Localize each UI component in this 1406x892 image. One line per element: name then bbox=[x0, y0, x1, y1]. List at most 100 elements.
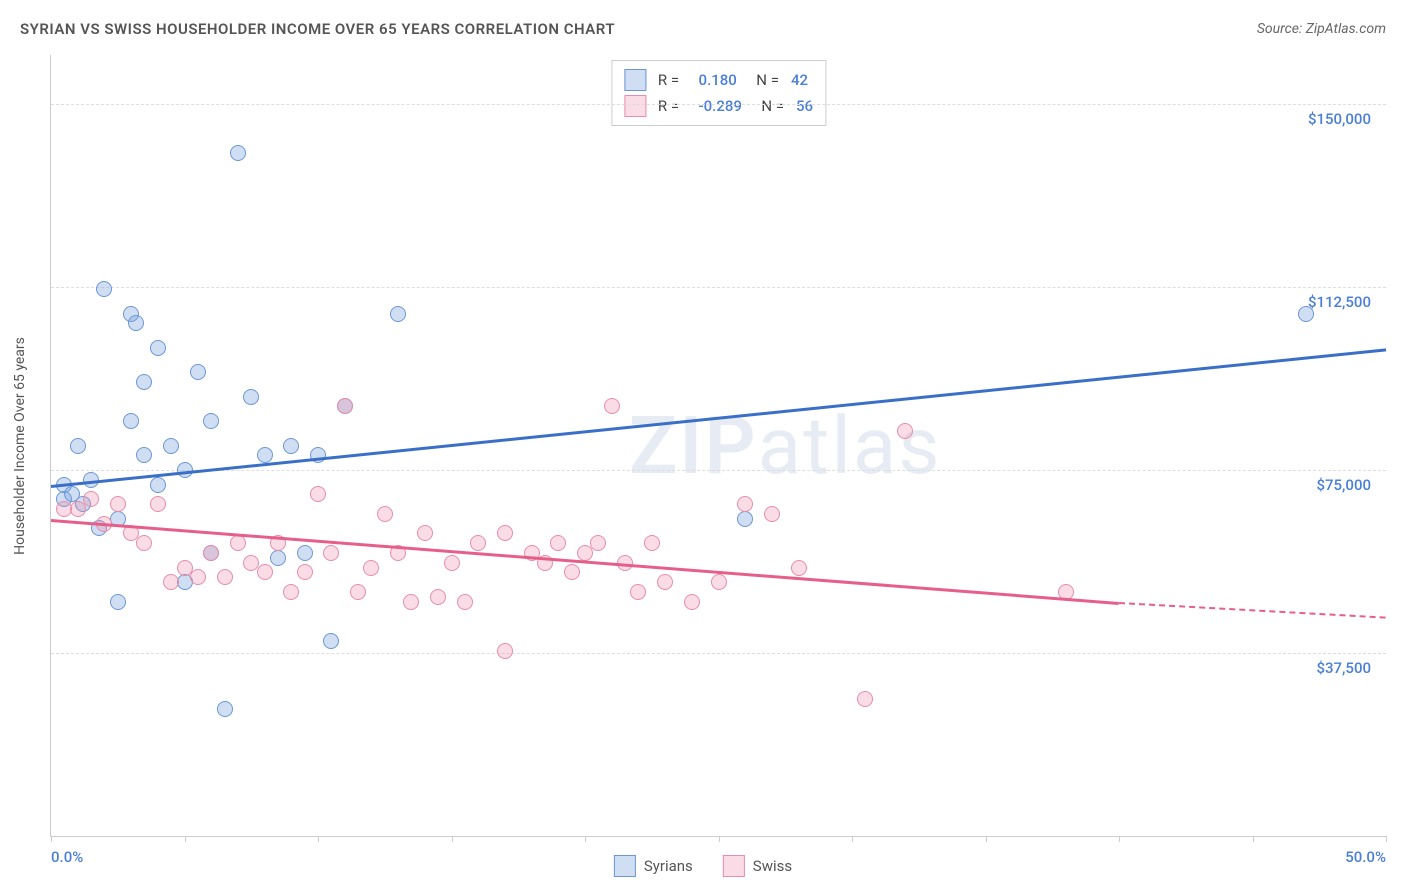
gridline bbox=[51, 287, 1386, 288]
data-point bbox=[430, 589, 446, 605]
y-tick-label: $112,500 bbox=[1308, 293, 1371, 311]
x-tick bbox=[719, 836, 720, 842]
source-text: Source: ZipAtlas.com bbox=[1257, 21, 1386, 37]
y-tick-label: $75,000 bbox=[1316, 476, 1371, 494]
x-tick bbox=[852, 836, 853, 842]
swatch-icon bbox=[624, 95, 646, 117]
stat-n-label: N = bbox=[754, 97, 784, 115]
x-tick bbox=[986, 836, 987, 842]
gridline bbox=[51, 470, 1386, 471]
data-point bbox=[217, 701, 233, 717]
data-point bbox=[123, 413, 139, 429]
x-tick bbox=[1253, 836, 1254, 842]
data-point bbox=[257, 564, 273, 580]
data-point bbox=[190, 569, 206, 585]
stat-r-value: -0.289 bbox=[699, 97, 742, 115]
x-tick bbox=[452, 836, 453, 842]
data-point bbox=[203, 545, 219, 561]
data-point bbox=[163, 438, 179, 454]
swatch-icon bbox=[723, 855, 745, 877]
data-point bbox=[457, 594, 473, 610]
x-tick bbox=[1119, 836, 1120, 842]
data-point bbox=[83, 491, 99, 507]
data-point bbox=[737, 496, 753, 512]
stat-r-value: 0.180 bbox=[699, 71, 737, 89]
trend-line-dashed bbox=[1119, 602, 1386, 619]
stat-n-value: 56 bbox=[796, 97, 813, 115]
x-tick-label: 50.0% bbox=[1345, 848, 1386, 866]
data-point bbox=[243, 389, 259, 405]
data-point bbox=[190, 364, 206, 380]
data-point bbox=[230, 535, 246, 551]
data-point bbox=[136, 447, 152, 463]
chart-title: SYRIAN VS SWISS HOUSEHOLDER INCOME OVER … bbox=[20, 20, 615, 38]
data-point bbox=[257, 447, 273, 463]
swatch-icon bbox=[614, 855, 636, 877]
data-point bbox=[283, 438, 299, 454]
data-point bbox=[350, 584, 366, 600]
x-tick bbox=[185, 836, 186, 842]
stat-n-value: 42 bbox=[791, 71, 808, 89]
data-point bbox=[217, 569, 233, 585]
data-point bbox=[150, 496, 166, 512]
trend-line bbox=[51, 348, 1386, 487]
gridline bbox=[51, 104, 1386, 105]
stat-n-label: N = bbox=[749, 71, 779, 89]
data-point bbox=[470, 535, 486, 551]
data-point bbox=[630, 584, 646, 600]
data-point bbox=[644, 535, 660, 551]
data-point bbox=[791, 560, 807, 576]
x-tick bbox=[51, 836, 52, 842]
legend-label: Swiss bbox=[753, 857, 792, 875]
data-point bbox=[283, 584, 299, 600]
data-point bbox=[136, 374, 152, 390]
stat-r-label: R = bbox=[658, 71, 687, 89]
stat-r-label: R = bbox=[658, 97, 687, 115]
data-point bbox=[657, 574, 673, 590]
data-point bbox=[323, 633, 339, 649]
data-point bbox=[1298, 306, 1314, 322]
x-tick bbox=[1386, 836, 1387, 842]
data-point bbox=[684, 594, 700, 610]
watermark: ZIPatlas bbox=[629, 399, 942, 493]
data-point bbox=[297, 545, 313, 561]
data-point bbox=[297, 564, 313, 580]
y-tick-label: $150,000 bbox=[1308, 110, 1371, 128]
stats-row: R = 0.180 N = 42 bbox=[624, 67, 813, 93]
stats-row: R = -0.289 N = 56 bbox=[624, 93, 813, 119]
data-point bbox=[110, 594, 126, 610]
x-tick bbox=[318, 836, 319, 842]
data-point bbox=[96, 281, 112, 297]
gridline bbox=[51, 653, 1386, 654]
data-point bbox=[764, 506, 780, 522]
data-point bbox=[136, 535, 152, 551]
x-tick bbox=[585, 836, 586, 842]
data-point bbox=[110, 496, 126, 512]
data-point bbox=[604, 398, 620, 414]
swatch-icon bbox=[624, 69, 646, 91]
data-point bbox=[363, 560, 379, 576]
data-point bbox=[564, 564, 580, 580]
data-point bbox=[128, 315, 144, 331]
y-axis-label: Householder Income Over 65 years bbox=[12, 337, 28, 555]
data-point bbox=[550, 535, 566, 551]
stats-legend: R = 0.180 N = 42 R = -0.289 N = 56 bbox=[611, 60, 826, 126]
header: SYRIAN VS SWISS HOUSEHOLDER INCOME OVER … bbox=[20, 20, 1386, 38]
legend-item: Syrians bbox=[614, 855, 693, 877]
data-point bbox=[70, 438, 86, 454]
data-point bbox=[497, 525, 513, 541]
data-point bbox=[337, 398, 353, 414]
y-tick-label: $37,500 bbox=[1316, 659, 1371, 677]
data-point bbox=[403, 594, 419, 610]
data-point bbox=[270, 550, 286, 566]
data-point bbox=[897, 423, 913, 439]
legend-label: Syrians bbox=[644, 857, 693, 875]
trend-line bbox=[51, 519, 1119, 604]
data-point bbox=[377, 506, 393, 522]
data-point bbox=[150, 340, 166, 356]
data-point bbox=[163, 574, 179, 590]
data-point bbox=[497, 643, 513, 659]
x-tick-label: 0.0% bbox=[51, 848, 83, 866]
bottom-legend: Syrians Swiss bbox=[614, 855, 792, 877]
legend-item: Swiss bbox=[723, 855, 792, 877]
